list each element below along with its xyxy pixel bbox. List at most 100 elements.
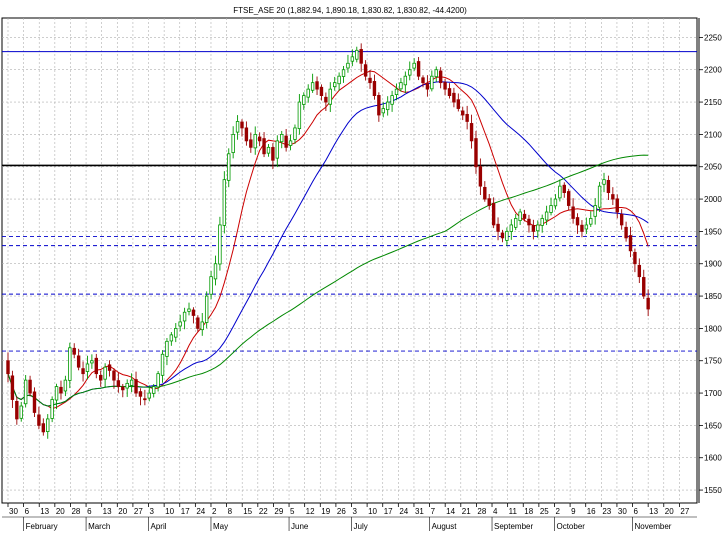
- candle-body: [227, 153, 231, 181]
- x-day-label: 31: [415, 507, 424, 516]
- candle-body: [293, 127, 297, 140]
- candle-body: [381, 108, 385, 114]
- x-day-label: 30: [9, 507, 18, 516]
- y-tick-label: 1950: [704, 227, 722, 236]
- candle-body: [478, 166, 483, 187]
- month-label: May: [213, 522, 228, 531]
- candle-body: [514, 218, 518, 228]
- candle-body: [235, 121, 240, 133]
- candle-body: [425, 83, 430, 90]
- candle-body: [642, 277, 646, 297]
- candle-body: [540, 218, 544, 226]
- y-tick-label: 1600: [704, 454, 722, 463]
- candle-body: [324, 96, 328, 103]
- candle-body: [147, 392, 151, 399]
- candle-body: [187, 308, 191, 312]
- candle-body: [474, 138, 478, 168]
- y-tick-label: 1800: [704, 324, 722, 333]
- candle-body: [191, 309, 196, 316]
- x-day-label: 9: [571, 507, 576, 516]
- candle-body: [218, 224, 222, 265]
- candle-body: [209, 276, 213, 295]
- candle-body: [624, 226, 628, 239]
- candle-body: [165, 340, 169, 357]
- moving-average-line: [7, 154, 649, 407]
- candle-body: [138, 391, 143, 397]
- candle-body: [213, 263, 218, 280]
- candle-body: [372, 81, 377, 97]
- candle-body: [633, 251, 637, 265]
- candle-body: [178, 321, 182, 327]
- candle-body: [602, 179, 606, 185]
- candle-body: [562, 184, 566, 193]
- candle-body: [310, 82, 315, 91]
- candle-body: [68, 347, 72, 381]
- chart-title: FTSE_ASE 20 (1,882.94, 1,890.18, 1,830.8…: [233, 6, 467, 15]
- candle-body: [461, 110, 465, 116]
- candle-body: [156, 373, 160, 388]
- candle-body: [6, 360, 10, 375]
- candle-body: [390, 95, 394, 105]
- candle-body: [571, 206, 575, 219]
- x-day-label: 27: [134, 507, 143, 516]
- candle-body: [359, 49, 363, 64]
- candle-body: [350, 56, 355, 62]
- y-tick-label: 2000: [704, 195, 722, 204]
- candle-body: [491, 203, 496, 226]
- candle-body: [107, 364, 112, 371]
- candle-body: [280, 133, 284, 143]
- x-day-label: 29: [274, 507, 283, 516]
- candle-body: [85, 363, 90, 372]
- candle-body: [544, 211, 549, 221]
- candle-body: [509, 224, 513, 232]
- candle-body: [346, 62, 350, 69]
- x-day-label: 12: [306, 507, 315, 516]
- x-day-label: 28: [477, 507, 486, 516]
- candle-body: [76, 355, 81, 368]
- x-day-label: 5: [290, 507, 295, 516]
- candle-body: [619, 213, 624, 226]
- candle-body: [103, 366, 107, 380]
- candle-body: [637, 264, 642, 278]
- month-label: June: [291, 522, 309, 531]
- candle-body: [306, 88, 310, 98]
- candle-body: [522, 213, 527, 219]
- candle-body: [333, 82, 337, 88]
- x-day-label: 6: [634, 507, 639, 516]
- candle-body: [99, 374, 103, 381]
- candle-body: [222, 179, 227, 226]
- candle-body: [275, 140, 280, 159]
- candle-body: [377, 95, 381, 116]
- candle-body: [615, 198, 619, 213]
- candle-body: [134, 379, 138, 394]
- candle-body: [646, 297, 650, 310]
- candle-body: [452, 92, 456, 103]
- y-tick-label: 1650: [704, 421, 722, 430]
- y-tick-label: 2150: [704, 98, 722, 107]
- candle-body: [151, 386, 156, 394]
- x-day-label: 25: [540, 507, 549, 516]
- plot-frame: [1, 17, 698, 504]
- x-day-label: 13: [40, 507, 49, 516]
- x-day-label: 8: [228, 507, 233, 516]
- month-label: August: [432, 522, 458, 531]
- candle-body: [403, 75, 408, 86]
- candle-body: [465, 113, 469, 122]
- y-tick-label: 1750: [704, 357, 722, 366]
- candle-body: [54, 386, 59, 401]
- x-day-label: 20: [665, 507, 674, 516]
- candle-body: [182, 311, 187, 322]
- candle-body: [584, 224, 589, 230]
- month-label: February: [26, 522, 58, 531]
- candle-body: [505, 230, 509, 241]
- candle-body: [487, 198, 491, 206]
- candle-body: [628, 235, 633, 252]
- candle-body: [121, 386, 125, 391]
- month-label: July: [354, 522, 368, 531]
- x-day-label: 30: [618, 507, 627, 516]
- candle-body: [284, 135, 288, 148]
- x-day-label: 11: [509, 507, 518, 516]
- candle-body: [549, 205, 553, 213]
